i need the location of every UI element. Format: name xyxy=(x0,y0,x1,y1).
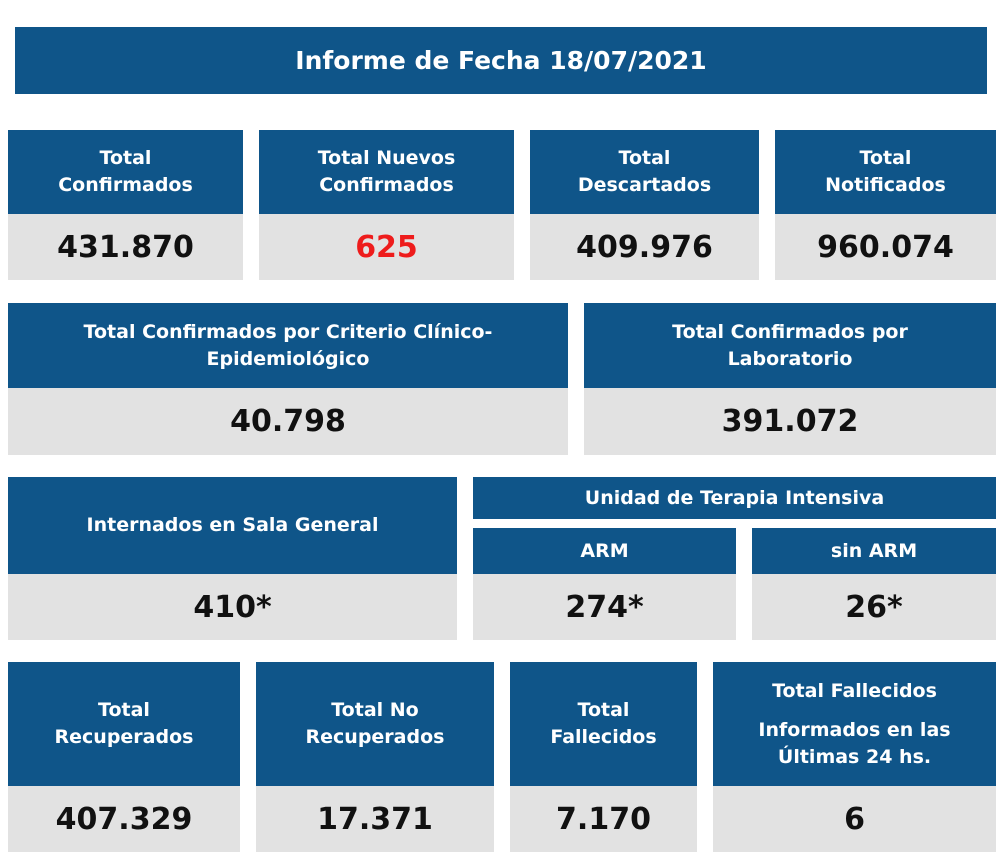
arm-label: ARM xyxy=(473,528,736,574)
sala-general-label: Internados en Sala General xyxy=(8,477,457,574)
total-recuperados-value: 407.329 xyxy=(8,786,240,852)
sala-general-value: 410* xyxy=(8,574,457,640)
fallecidos-24hs-header: Total Fallecidos Informados en las Últim… xyxy=(713,662,996,786)
confirmados-laboratorio-value: 391.072 xyxy=(584,388,996,455)
total-recuperados-label: Total Recuperados xyxy=(8,662,240,786)
total-notificados-value: 960.074 xyxy=(775,214,996,280)
total-descartados-value: 409.976 xyxy=(530,214,759,280)
total-nuevos-confirmados-label: Total Nuevos Confirmados xyxy=(259,130,514,214)
report-title: Informe de Fecha 18/07/2021 xyxy=(15,27,987,94)
uti-label: Unidad de Terapia Intensiva xyxy=(473,477,996,519)
fallecidos-24hs-value: 6 xyxy=(713,786,996,852)
total-nuevos-confirmados-value: 625 xyxy=(259,214,514,280)
total-notificados-label: Total Notificados xyxy=(775,130,996,214)
fallecidos-24hs-sublabel: Informados en las Últimas 24 hs. xyxy=(758,718,951,768)
fallecidos-24hs-label: Total Fallecidos xyxy=(772,679,937,702)
total-fallecidos-value: 7.170 xyxy=(510,786,697,852)
total-confirmados-value: 431.870 xyxy=(8,214,243,280)
total-descartados-label: Total Descartados xyxy=(530,130,759,214)
arm-value: 274* xyxy=(473,574,736,640)
total-confirmados-label: Total Confirmados xyxy=(8,130,243,214)
confirmados-criterio-clinico-label: Total Confirmados por Criterio Clínico-E… xyxy=(8,303,568,388)
total-no-recuperados-value: 17.371 xyxy=(256,786,494,852)
total-fallecidos-label: Total Fallecidos xyxy=(510,662,697,786)
sin-arm-value: 26* xyxy=(752,574,996,640)
sin-arm-label: sin ARM xyxy=(752,528,996,574)
confirmados-criterio-clinico-value: 40.798 xyxy=(8,388,568,455)
confirmados-laboratorio-label: Total Confirmados por Laboratorio xyxy=(584,303,996,388)
total-no-recuperados-label: Total No Recuperados xyxy=(256,662,494,786)
